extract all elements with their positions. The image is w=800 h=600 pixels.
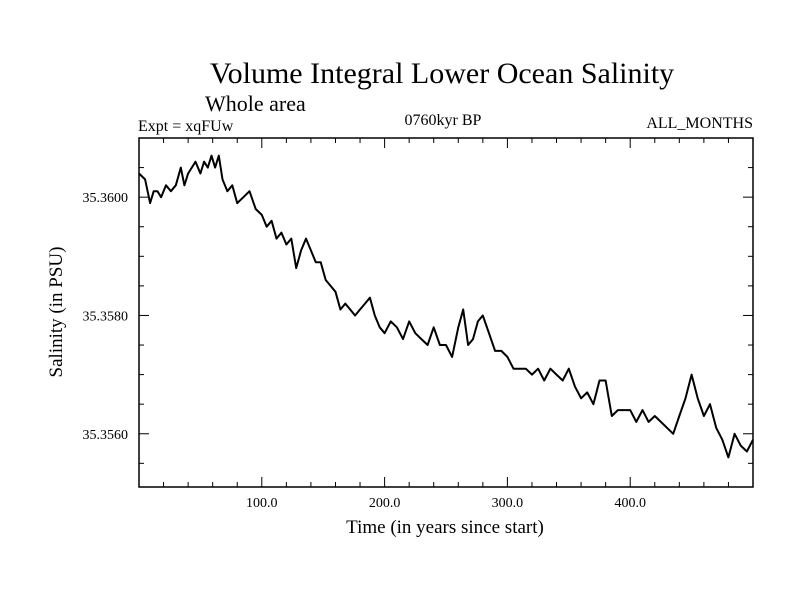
data-series: [138, 154, 754, 459]
tick-marks: 100.0 200.0 300.0 400.0 35.3560 35.3580 35.360…: [83, 137, 753, 511]
y-axis-label: Salinity (in PSU): [46, 247, 67, 378]
x-tick-label: 200.0: [369, 496, 401, 511]
plot-frame: [138, 137, 754, 488]
chart-subtitle: Whole area: [205, 91, 306, 116]
x-tick-label: 300.0: [492, 496, 524, 511]
y-tick-label: 35.3580: [83, 309, 129, 324]
x-tick-label: 400.0: [614, 496, 646, 511]
x-axis-label: Time (in years since start): [346, 517, 544, 538]
y-tick-label: 35.3600: [83, 191, 129, 206]
period-label: 0760kyr BP: [405, 112, 482, 129]
months-label: ALL_MONTHS: [646, 115, 753, 132]
y-tick-label: 35.3560: [83, 428, 129, 443]
chart-title: Volume Integral Lower Ocean Salinity: [210, 57, 674, 90]
series-line-salinity: [138, 154, 754, 459]
x-tick-label: 100.0: [246, 496, 278, 511]
experiment-label: Expt = xqFUw: [138, 118, 234, 135]
